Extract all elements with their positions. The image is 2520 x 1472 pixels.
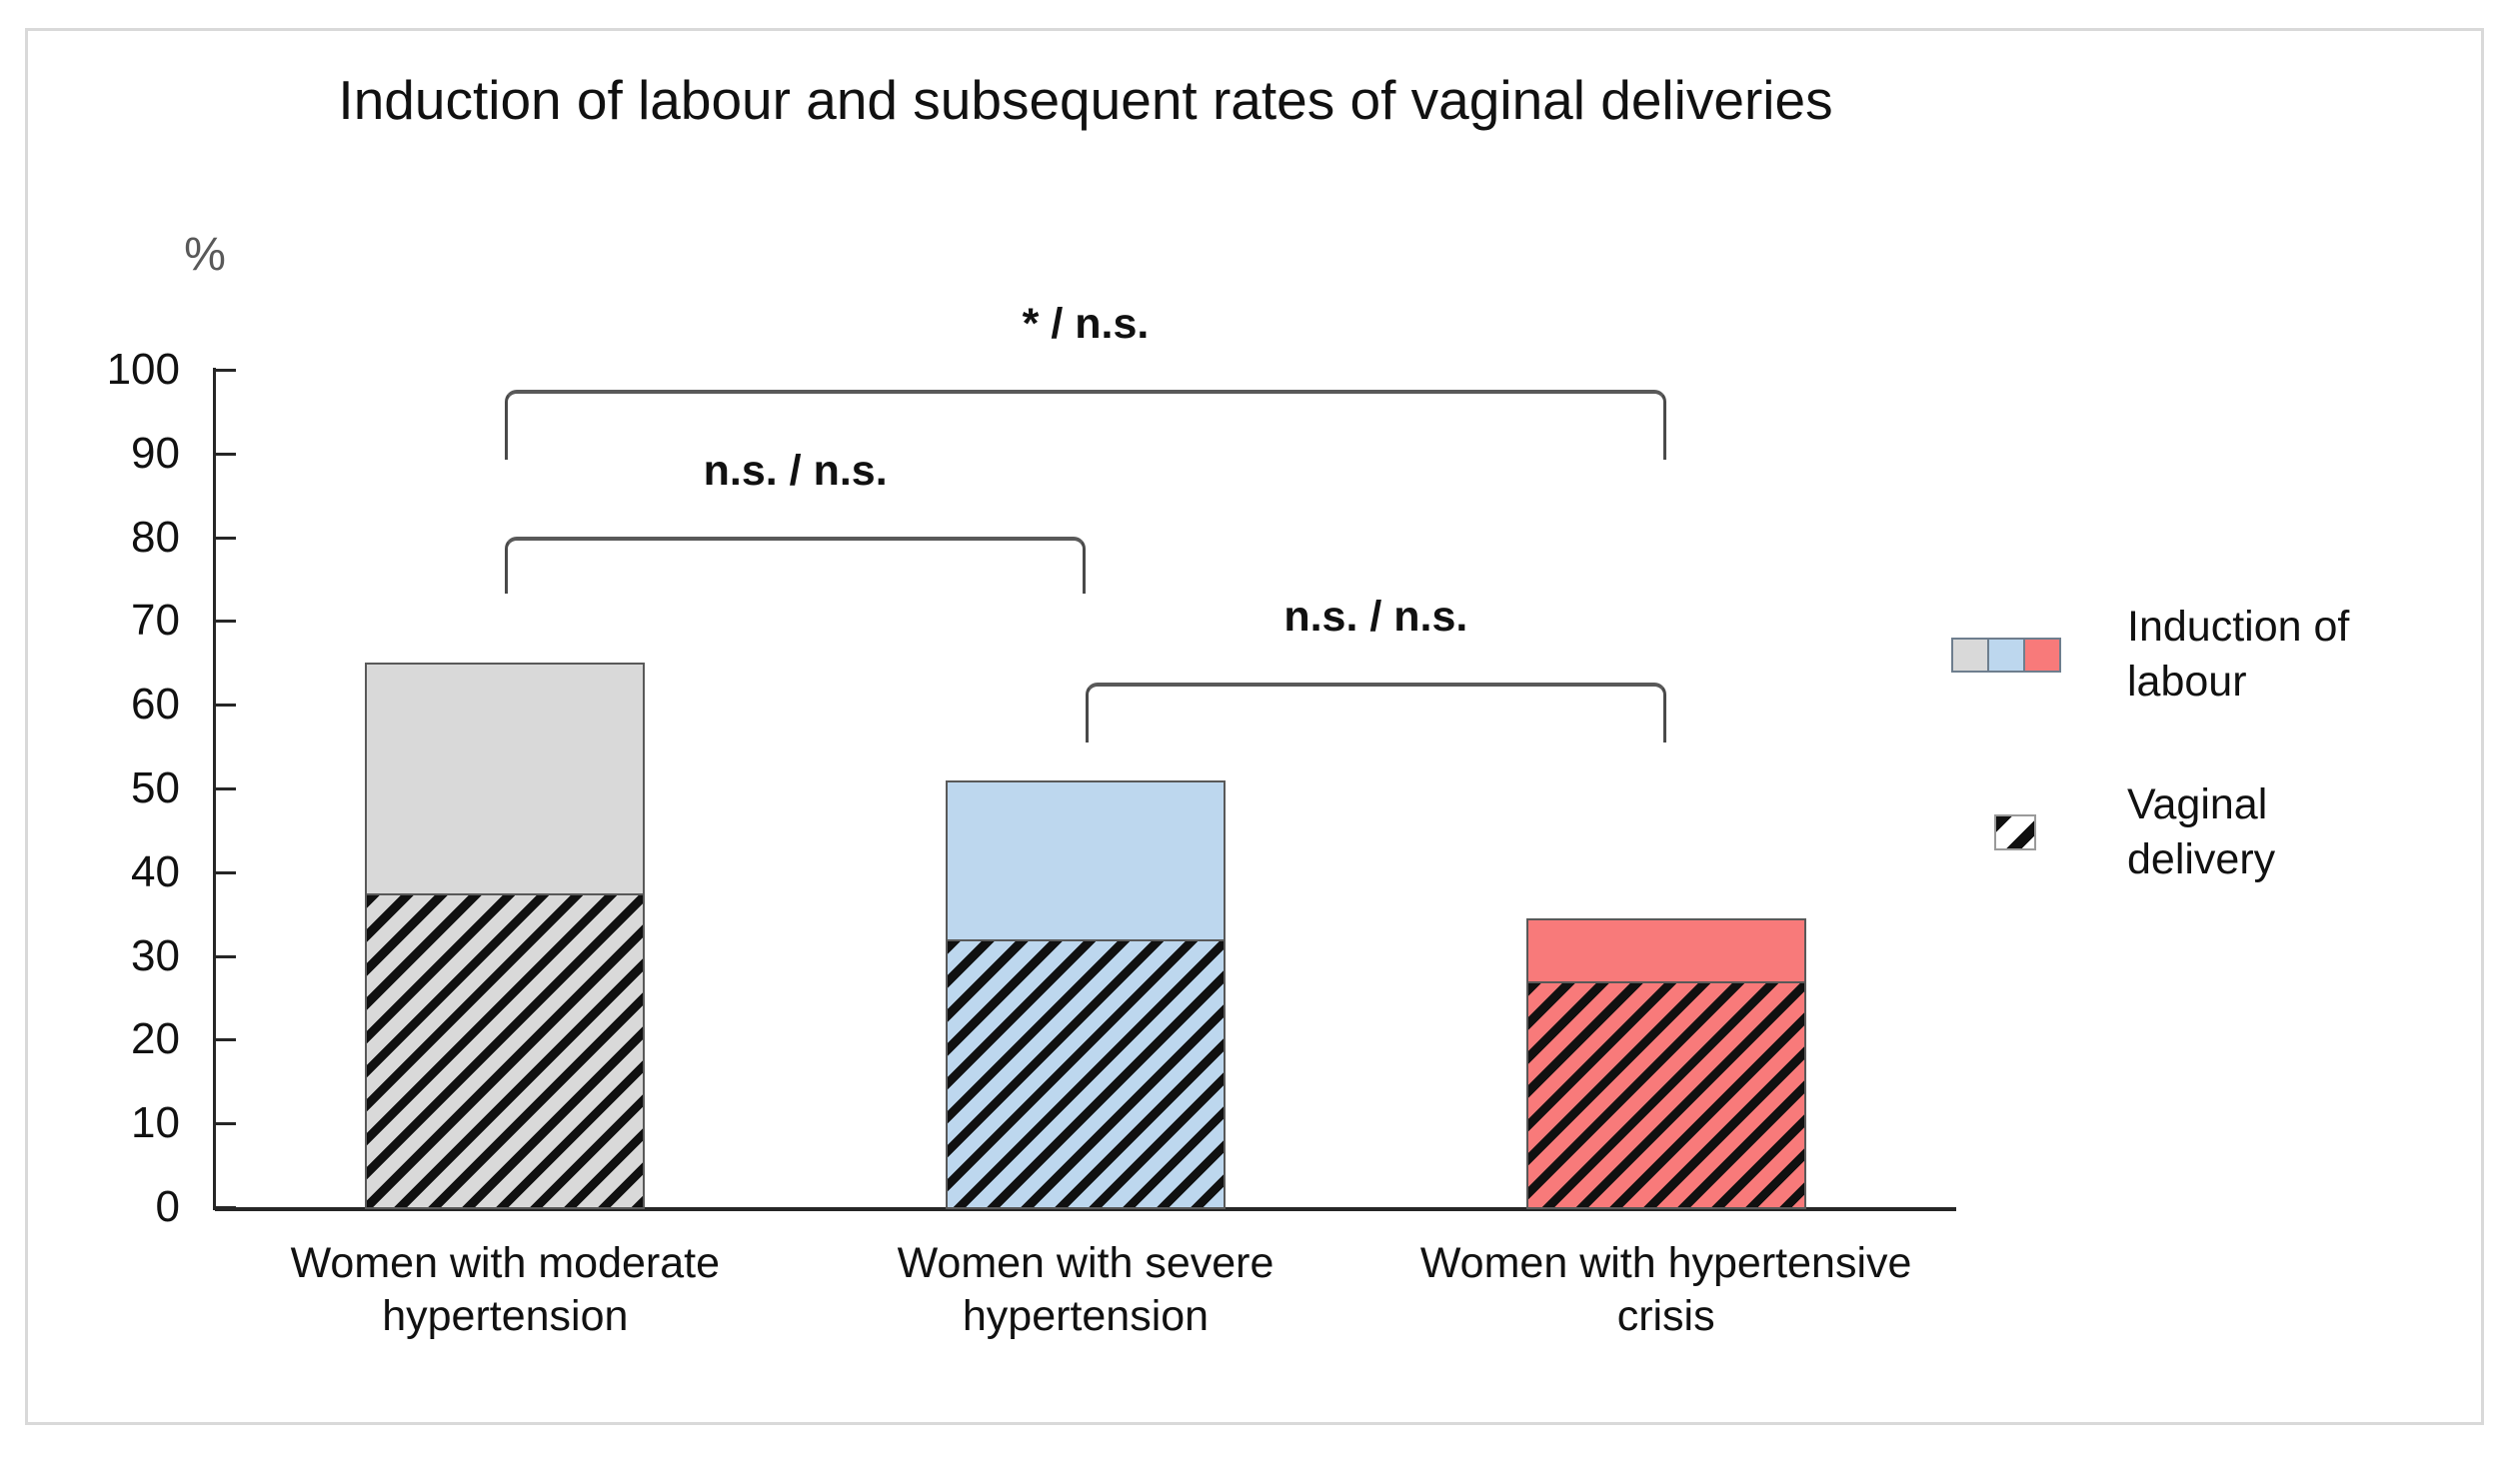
bar-induction-segment xyxy=(1525,917,1806,983)
x-axis-category-label: Women with severe hypertension xyxy=(897,1239,1274,1340)
bar-vaginal-delivery-segment xyxy=(365,892,646,1209)
y-tick-mark xyxy=(215,536,236,540)
y-tick-label: 0 xyxy=(155,1182,180,1231)
y-tick-label: 90 xyxy=(131,428,180,478)
y-tick-mark xyxy=(215,787,236,790)
significance-bracket xyxy=(505,537,1086,594)
bar-induction-segment xyxy=(946,779,1226,941)
legend-hatch-icon xyxy=(1994,814,2036,850)
legend-color-swatch xyxy=(1987,638,2025,673)
y-tick-mark xyxy=(215,954,236,958)
significance-label: n.s. / n.s. xyxy=(703,447,888,495)
y-tick-mark xyxy=(215,452,236,456)
bar-vaginal-delivery-segment xyxy=(1525,980,1806,1209)
significance-label: n.s. / n.s. xyxy=(1283,593,1468,641)
x-axis-line xyxy=(215,1207,1956,1211)
bar-induction-segment xyxy=(365,663,646,895)
y-tick-mark xyxy=(215,1122,236,1126)
y-axis-unit-label: % xyxy=(184,227,226,280)
y-tick-label: 60 xyxy=(131,680,180,730)
y-tick-label: 70 xyxy=(131,596,180,646)
y-tick-label: 50 xyxy=(131,763,180,812)
y-tick-mark xyxy=(215,620,236,624)
legend-color-swatch xyxy=(2023,638,2061,673)
legend-color-swatch xyxy=(1951,638,1989,673)
x-axis-category-label: Women with hypertensive crisis xyxy=(1419,1239,1912,1340)
y-tick-mark xyxy=(215,704,236,708)
legend-label-vaginal: Vaginal delivery xyxy=(2127,780,2276,883)
significance-bracket xyxy=(505,390,1666,460)
significance-label: * / n.s. xyxy=(1022,300,1150,348)
y-tick-label: 30 xyxy=(131,930,180,980)
x-axis-category-label: Women with moderate hypertension xyxy=(290,1239,721,1340)
y-tick-mark xyxy=(215,1206,236,1209)
legend-label-induction: Induction of labour xyxy=(2127,603,2350,706)
y-tick-mark xyxy=(215,870,236,874)
y-tick-mark xyxy=(215,369,236,372)
y-tick-label: 80 xyxy=(131,512,180,562)
y-tick-mark xyxy=(215,1038,236,1042)
y-tick-label: 40 xyxy=(131,846,180,896)
chart-title: Induction of labour and subsequent rates… xyxy=(338,69,1833,131)
y-tick-label: 100 xyxy=(106,345,180,394)
y-tick-label: 10 xyxy=(131,1098,180,1148)
legend-swatch-induction xyxy=(1951,638,2061,673)
bar-vaginal-delivery-segment xyxy=(946,938,1226,1209)
significance-bracket xyxy=(1086,683,1666,742)
y-axis-line xyxy=(213,368,216,1210)
y-tick-label: 20 xyxy=(131,1014,180,1064)
